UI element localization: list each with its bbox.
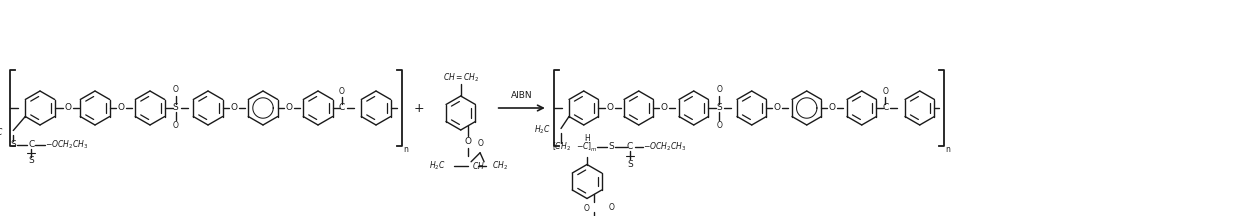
Text: O: O bbox=[285, 103, 293, 113]
Text: O: O bbox=[465, 137, 471, 146]
Text: O: O bbox=[339, 87, 345, 97]
Text: $H_2C$: $H_2C$ bbox=[0, 126, 4, 139]
Text: C: C bbox=[339, 103, 345, 113]
Text: O: O bbox=[172, 121, 179, 130]
Text: $CH=CH_2$: $CH=CH_2$ bbox=[443, 72, 479, 84]
Text: $H_2C$: $H_2C$ bbox=[429, 159, 446, 172]
Text: $-OCH_2CH_3$: $-OCH_2CH_3$ bbox=[46, 138, 88, 151]
Text: +: + bbox=[413, 102, 424, 114]
Text: S: S bbox=[10, 140, 16, 149]
Text: H: H bbox=[584, 134, 590, 143]
Text: n: n bbox=[945, 146, 950, 154]
Text: S: S bbox=[627, 160, 632, 169]
Text: O: O bbox=[661, 103, 668, 113]
Text: O: O bbox=[717, 121, 723, 130]
Text: $H_2C$: $H_2C$ bbox=[534, 123, 551, 136]
Text: O: O bbox=[606, 103, 614, 113]
Text: S: S bbox=[29, 156, 35, 165]
Text: O: O bbox=[231, 103, 237, 113]
Text: O: O bbox=[717, 86, 723, 95]
Text: O: O bbox=[172, 86, 179, 95]
Text: O: O bbox=[883, 87, 888, 97]
Text: O: O bbox=[830, 103, 836, 113]
Text: $[CH_2$: $[CH_2$ bbox=[552, 140, 570, 153]
Text: O: O bbox=[477, 139, 484, 148]
Text: S: S bbox=[172, 103, 179, 113]
Text: $-OCH_2CH_3$: $-OCH_2CH_3$ bbox=[644, 140, 686, 153]
Text: S: S bbox=[608, 142, 614, 151]
Text: O: O bbox=[774, 103, 781, 113]
Text: AIBN: AIBN bbox=[511, 92, 532, 100]
Text: n: n bbox=[403, 146, 408, 154]
Text: S: S bbox=[717, 103, 723, 113]
Text: $CH_2$: $CH_2$ bbox=[492, 159, 508, 172]
Text: O: O bbox=[118, 103, 124, 113]
Text: $CH$: $CH$ bbox=[472, 160, 485, 171]
Text: $-\dot{C}]_m$: $-\dot{C}]_m$ bbox=[577, 139, 598, 154]
Text: O: O bbox=[584, 204, 589, 213]
Text: O: O bbox=[64, 103, 71, 113]
Text: C: C bbox=[883, 103, 889, 113]
Text: O: O bbox=[609, 203, 614, 212]
Text: C: C bbox=[627, 142, 634, 151]
Text: C: C bbox=[29, 140, 35, 149]
